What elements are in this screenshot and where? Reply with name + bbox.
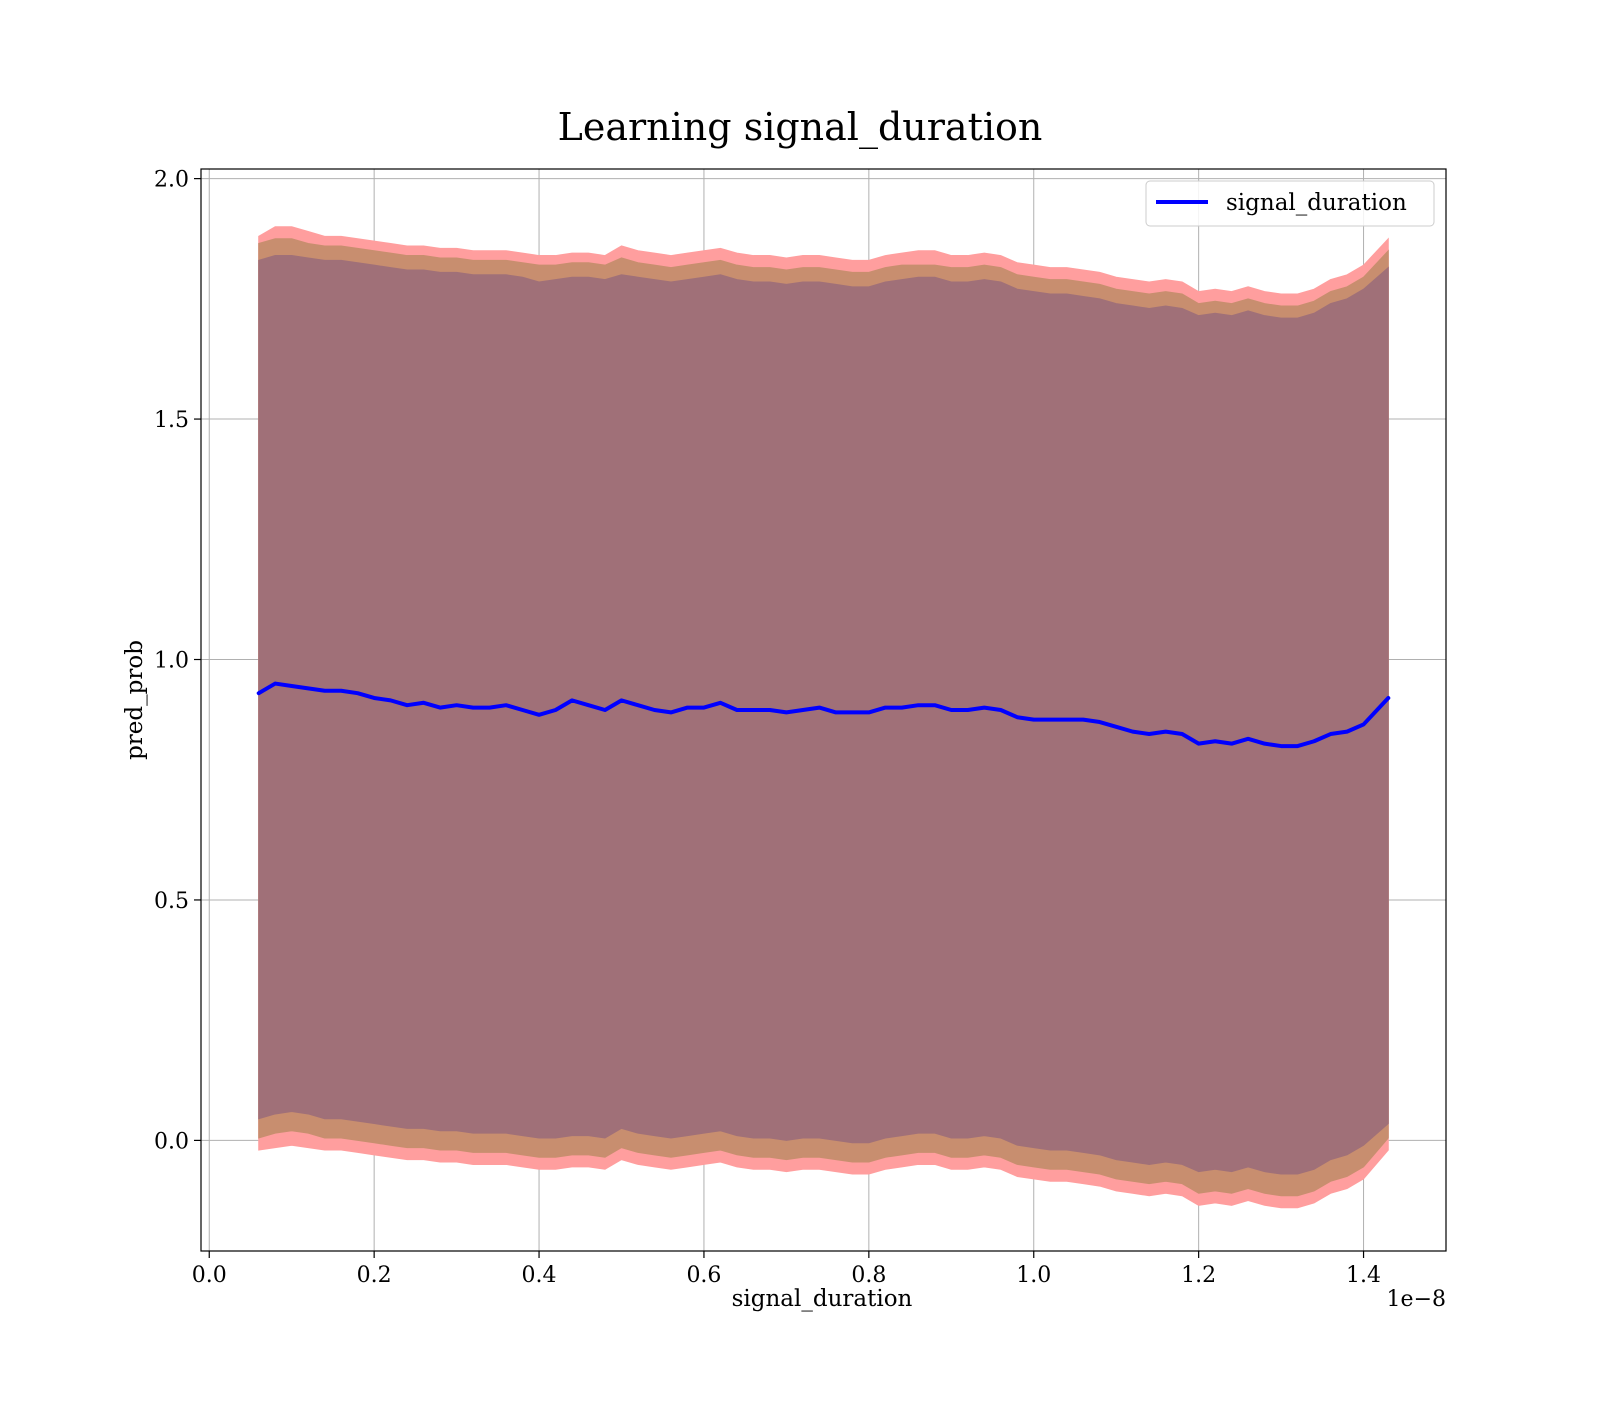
- legend-box: [1145, 180, 1435, 227]
- x-tick-label: 0.8: [851, 1263, 886, 1288]
- x-axis-label: signal_duration: [732, 1286, 913, 1312]
- x-tick-label: 1.2: [1181, 1263, 1216, 1288]
- y-tick-label: 0.5: [154, 889, 189, 914]
- legend: signal_duration: [1145, 180, 1435, 227]
- x-tick-label: 1.4: [1346, 1263, 1381, 1288]
- inner-confidence-band: [258, 255, 1389, 1175]
- y-tick-label: 2.0: [154, 168, 189, 193]
- confidence-bands: [258, 226, 1389, 1209]
- x-tick-label: 0.0: [192, 1263, 227, 1288]
- y-tick-label: 1.0: [154, 649, 189, 674]
- y-axis-label: pred_prob: [122, 640, 148, 760]
- y-tick-label: 1.5: [154, 408, 189, 433]
- x-tick-label: 1.0: [1016, 1263, 1051, 1288]
- x-axis-offset-label: 1e−8: [1387, 1287, 1446, 1312]
- chart-title: Learning signal_duration: [558, 105, 1043, 150]
- y-tick-label: 0.0: [154, 1129, 189, 1154]
- series-lines: [256, 681, 1391, 749]
- x-tick-label: 0.6: [686, 1263, 721, 1288]
- x-tick-label: 0.2: [357, 1263, 392, 1288]
- axis-ticks: 0.0 0.2 0.4 0.6 0.8 1.0 1.2 1.4 0.0 0.5 1.0 1.5 2.0: [154, 168, 1381, 1288]
- plot-frame: [200, 168, 1447, 1252]
- legend-label: signal_duration: [1226, 190, 1407, 216]
- x-tick-label: 0.4: [522, 1263, 557, 1288]
- series-line-signal-duration: [256, 681, 1391, 749]
